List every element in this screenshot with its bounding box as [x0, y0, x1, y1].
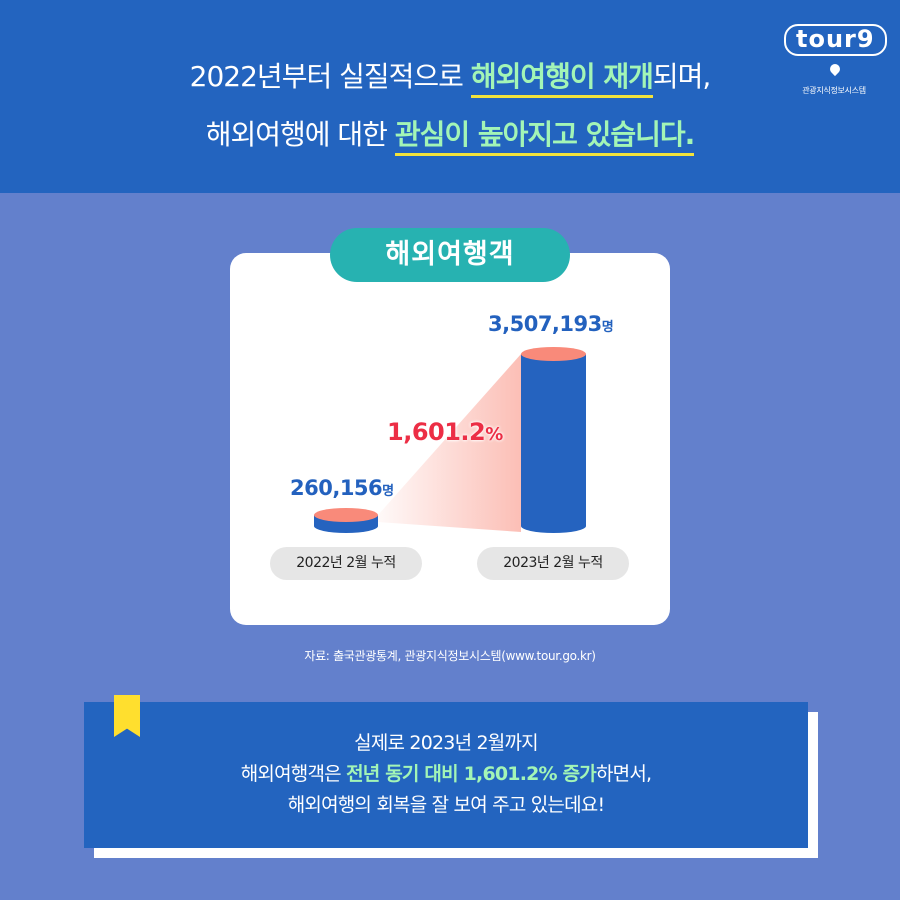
- note-highlight: 전년 동기 대비 1,601.2% 증가: [346, 763, 597, 785]
- bar-2022-value: 260,156명: [290, 476, 394, 500]
- bar-2022-cylinder: [314, 508, 378, 533]
- note-line-2: 해외여행객은 전년 동기 대비 1,601.2% 증가하면서,: [240, 763, 652, 785]
- bar-2023-value: 3,507,193명: [488, 312, 614, 336]
- bar-2023-label: 2023년 2월 누적: [477, 547, 629, 580]
- chart-title-pill: 해외여행객: [330, 228, 570, 282]
- bar-2022-label: 2022년 2월 누적: [270, 547, 422, 580]
- headline-line-2: 해외여행에 대한 관심이 높아지고 있습니다.: [0, 106, 900, 164]
- headline-line-1: 2022년부터 실질적으로 해외여행이 재개되며,: [0, 48, 900, 106]
- note-line-3: 해외여행의 회복을 잘 보여 주고 있는데요!: [287, 794, 605, 816]
- headline: 2022년부터 실질적으로 해외여행이 재개되며, 해외여행에 대한 관심이 높…: [0, 48, 900, 164]
- note-box: [84, 702, 808, 848]
- note-text: 실제로 2023년 2월까지 해외여행객은 전년 동기 대비 1,601.2% …: [84, 728, 808, 821]
- bar-2023-cylinder: [521, 347, 586, 533]
- growth-rate: 1,601.2%: [387, 418, 503, 446]
- headline-highlight-2: 관심이 높아지고 있습니다.: [394, 118, 695, 156]
- header-banner: [0, 0, 900, 193]
- logo-subtitle: 관광지식정보시스템: [802, 86, 866, 95]
- logo-wordmark: tour9: [784, 24, 887, 56]
- tourgo-logo: tour9 관광지식정보시스템: [784, 24, 887, 95]
- note-line-1: 실제로 2023년 2월까지: [354, 732, 538, 754]
- headline-highlight-1: 해외여행이 재개: [470, 60, 654, 98]
- growth-beam: [378, 354, 521, 532]
- source-citation: 자료: 출국관광통계, 관광지식정보시스템(www.tour.go.kr): [304, 649, 596, 663]
